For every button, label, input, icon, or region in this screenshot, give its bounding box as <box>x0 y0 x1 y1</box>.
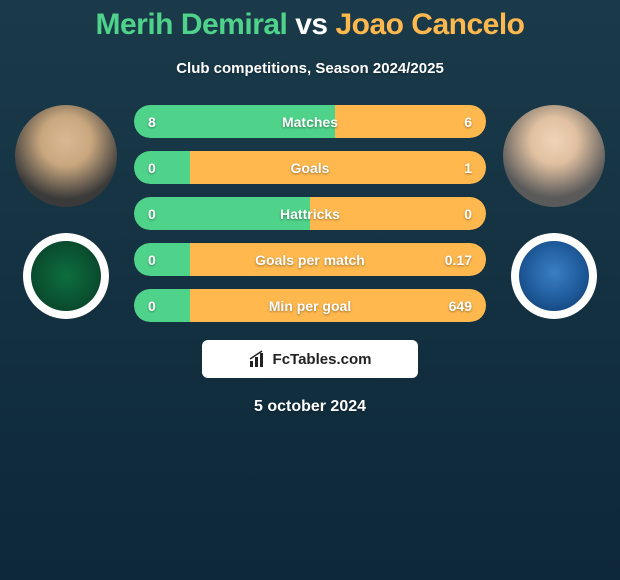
stat-value-right: 0 <box>432 206 472 222</box>
stat-value-left: 0 <box>148 252 188 268</box>
right-column <box>494 105 614 319</box>
stat-label: Matches <box>188 114 432 130</box>
stats-container: 8Matches60Goals10Hattricks00Goals per ma… <box>126 105 494 322</box>
stat-label: Goals <box>188 160 432 176</box>
stat-row: 0Hattricks0 <box>134 197 486 230</box>
stat-label: Min per goal <box>188 298 432 314</box>
stat-row: 0Min per goal649 <box>134 289 486 322</box>
page-title: Merih Demiral vs Joao Cancelo <box>0 0 620 42</box>
stat-value-right: 649 <box>432 298 472 314</box>
main-content: 8Matches60Goals10Hattricks00Goals per ma… <box>0 105 620 322</box>
al-hilal-badge-icon <box>519 241 589 311</box>
stat-label: Hattricks <box>188 206 432 222</box>
player1-avatar <box>15 105 117 207</box>
stat-value-right: 1 <box>432 160 472 176</box>
stat-row: 0Goals1 <box>134 151 486 184</box>
stat-value-right: 0.17 <box>432 252 472 268</box>
stat-value-left: 0 <box>148 206 188 222</box>
player2-avatar <box>503 105 605 207</box>
stat-value-right: 6 <box>432 114 472 130</box>
left-column <box>6 105 126 319</box>
stat-row: 0Goals per match0.17 <box>134 243 486 276</box>
player2-club-badge <box>511 233 597 319</box>
stat-label: Goals per match <box>188 252 432 268</box>
player1-club-badge <box>23 233 109 319</box>
stat-row: 8Matches6 <box>134 105 486 138</box>
site-badge: FcTables.com <box>202 340 418 378</box>
bar-chart-icon <box>249 350 267 368</box>
stat-value-left: 0 <box>148 160 188 176</box>
stat-value-left: 8 <box>148 114 188 130</box>
footer-date: 5 october 2024 <box>0 398 620 416</box>
subtitle: Club competitions, Season 2024/2025 <box>0 60 620 77</box>
title-vs: vs <box>295 8 327 41</box>
al-ahli-badge-icon <box>31 241 101 311</box>
site-name: FcTables.com <box>273 351 372 368</box>
title-player2: Joao Cancelo <box>335 8 524 41</box>
title-player1: Merih Demiral <box>95 8 287 41</box>
stat-value-left: 0 <box>148 298 188 314</box>
